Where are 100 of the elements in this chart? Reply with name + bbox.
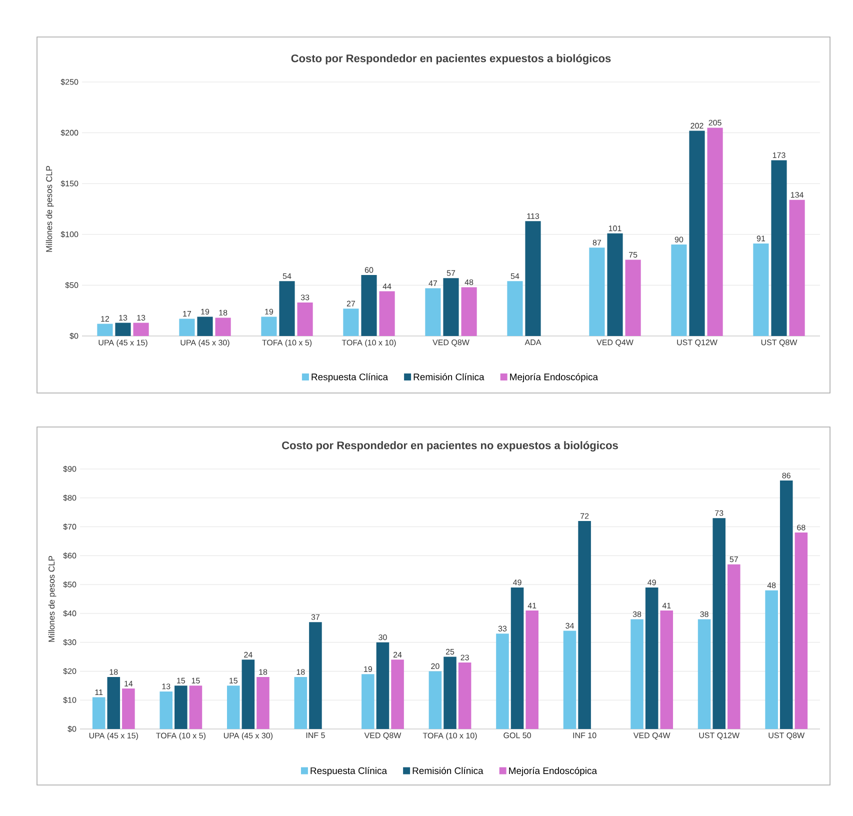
- bar: [753, 244, 769, 336]
- data-label: 44: [382, 284, 392, 290]
- bar: [391, 660, 404, 729]
- bar: [376, 642, 390, 729]
- data-label: 91: [756, 236, 766, 242]
- bar: [115, 322, 131, 336]
- data-label: 13: [119, 314, 128, 321]
- bar: [607, 233, 623, 336]
- bar: [630, 619, 644, 729]
- bar: [226, 686, 240, 729]
- legend-label: Remisión Clínica: [414, 373, 484, 380]
- x-tick-label: VED Q4W: [633, 732, 670, 740]
- legend-label: Respuesta Clínica: [310, 767, 388, 776]
- bar: [179, 318, 195, 336]
- y-tick-label: $90: [63, 466, 76, 472]
- data-label: 205: [708, 120, 722, 126]
- data-label: 14: [124, 680, 133, 686]
- bar: [361, 275, 377, 336]
- data-label: 60: [364, 267, 374, 273]
- x-tick-label: INF 5: [306, 732, 325, 738]
- y-tick-label: $20: [63, 668, 76, 674]
- bar: [458, 662, 472, 729]
- bar: [625, 260, 641, 336]
- data-label: 41: [662, 602, 671, 608]
- bar: [279, 281, 295, 336]
- data-label: 54: [510, 273, 520, 279]
- bar: [771, 160, 787, 336]
- data-label: 90: [674, 236, 684, 242]
- bar: [256, 677, 270, 729]
- bar: [294, 677, 308, 729]
- data-label: 33: [300, 294, 310, 300]
- data-label: 38: [700, 611, 708, 618]
- x-tick-label: VED Q8W: [364, 732, 402, 740]
- y-tick-label: $40: [63, 610, 76, 617]
- x-tick-label: UPA (45 x 15): [98, 340, 148, 347]
- bar: [728, 564, 740, 729]
- y-tick-label: $150: [60, 180, 78, 187]
- data-label: 18: [259, 669, 268, 675]
- y-tick-label: $250: [60, 78, 78, 86]
- x-tick-label: INF 10: [573, 732, 596, 738]
- y-tick-label: $200: [60, 130, 78, 136]
- x-tick-label: TOFA (10 x 10): [422, 732, 477, 740]
- data-label: 54: [282, 273, 292, 279]
- x-tick-label: GOL 50: [504, 732, 531, 738]
- x-tick-label: UST Q8W: [768, 732, 805, 740]
- data-label: 48: [464, 279, 474, 286]
- data-label: 19: [201, 308, 210, 314]
- x-tick-label: UST Q12W: [699, 732, 740, 740]
- data-label: 72: [580, 513, 589, 519]
- data-label: 101: [608, 226, 622, 232]
- bar: [215, 318, 231, 336]
- bar: [444, 656, 456, 729]
- bar: [425, 288, 441, 336]
- bar: [122, 688, 135, 729]
- chart-title: Costo por Respondedor en pacientes expuestos a biológicos: [291, 54, 611, 64]
- bar: [563, 630, 576, 729]
- x-tick-label: UPA (45 x 15): [89, 732, 138, 740]
- data-label: 24: [244, 652, 252, 658]
- data-label: 75: [629, 252, 638, 258]
- bar: [698, 619, 711, 729]
- x-tick-label: TOFA (10 x 5): [156, 732, 206, 740]
- bar: [645, 587, 658, 729]
- data-label: 173: [772, 152, 786, 158]
- data-label: 11: [95, 690, 103, 696]
- x-tick-label: VED Q4W: [596, 340, 634, 347]
- y-tick-label: $0: [70, 332, 78, 340]
- data-label: 15: [230, 678, 238, 684]
- data-label: 34: [566, 622, 574, 629]
- bar: [107, 677, 120, 729]
- x-tick-label: TOFA (10 x 10): [342, 340, 396, 347]
- bar: [671, 244, 687, 336]
- bar: [133, 322, 149, 336]
- bar: [242, 660, 255, 729]
- data-label: 13: [162, 684, 170, 690]
- bar: [525, 221, 541, 336]
- data-label: 18: [219, 310, 228, 316]
- bar: [443, 278, 459, 336]
- bar: [510, 587, 524, 729]
- data-label: 24: [393, 652, 402, 658]
- bar: [97, 324, 113, 336]
- data-label: 37: [311, 614, 320, 620]
- bar: [160, 691, 173, 729]
- data-label: 49: [648, 580, 656, 586]
- bar: [526, 610, 538, 729]
- y-tick-label: $50: [63, 581, 76, 588]
- x-tick-label: ADA: [524, 340, 542, 346]
- data-label: 57: [730, 556, 738, 562]
- data-label: 25: [446, 648, 454, 655]
- bar: [707, 128, 723, 336]
- data-label: 73: [715, 510, 724, 516]
- data-label: 57: [446, 270, 456, 276]
- x-tick-label: UST Q12W: [677, 340, 718, 347]
- data-label: 47: [428, 280, 438, 286]
- chart-title: Costo por Respondedor en pacientes no expuestos a biológicos: [282, 441, 618, 452]
- bar: [578, 521, 591, 729]
- y-tick-label: $100: [60, 231, 78, 238]
- legend-label: Mejoría Endoscópica: [509, 767, 598, 776]
- bar: [660, 610, 674, 729]
- x-tick-label: UST Q8W: [761, 340, 798, 347]
- bar: [343, 308, 359, 336]
